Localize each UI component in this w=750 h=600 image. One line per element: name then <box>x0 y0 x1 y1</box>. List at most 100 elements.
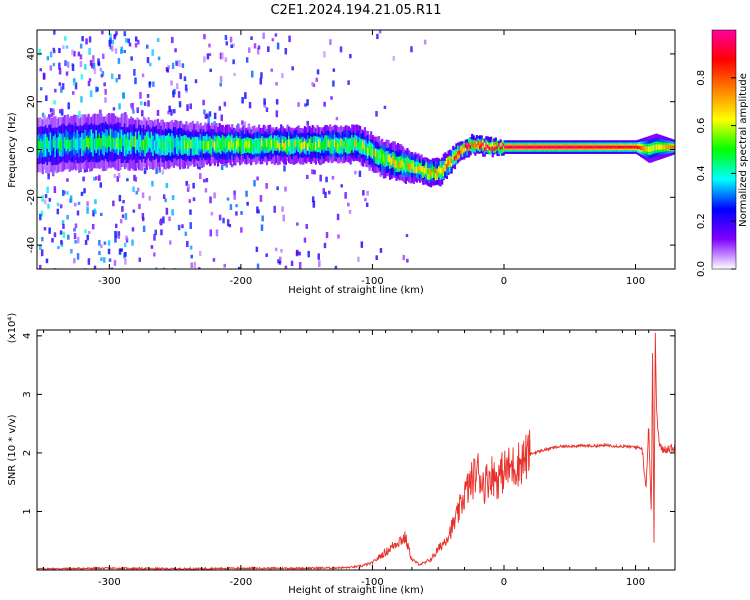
spectrogram-noise-cell <box>98 250 101 256</box>
snr-x-tick-label: -300 <box>98 577 121 588</box>
spectrogram-noise-cell <box>48 197 52 202</box>
spectrogram-ridge-cell <box>299 139 302 148</box>
spectrogram-ridge-cell <box>357 142 360 150</box>
spectrogram-noise-cell <box>114 48 118 54</box>
spectrogram-ridge-cell <box>347 142 351 151</box>
spectrogram-ridge-cell <box>387 154 390 163</box>
spectrogram-ridge-cell <box>482 142 485 147</box>
spectrogram-noise-cell <box>52 62 56 67</box>
spectrogram-ridge-cell <box>150 138 153 150</box>
spectrogram-noise-cell <box>124 112 127 118</box>
spectrogram-noise-cell <box>158 220 162 225</box>
spectrogram-noise-cell <box>111 40 114 45</box>
spectrogram-noise-cell <box>62 189 65 197</box>
spectrogram-noise-cell <box>136 107 139 114</box>
spectrogram-ridge-cell <box>583 145 586 149</box>
spectrogram-noise-cell <box>208 111 212 117</box>
spectrogram-noise-cell <box>312 83 316 87</box>
spectrogram-noise-cell <box>165 182 169 189</box>
spectrogram-noise-cell <box>83 188 86 194</box>
spectrogram-ridge-cell <box>286 141 289 150</box>
spectrogram-ridge-cell <box>62 140 65 152</box>
spectrogram-ridge-cell <box>316 142 319 150</box>
spectrogram-noise-cell <box>171 195 175 201</box>
spectrogram-noise-cell <box>270 68 273 72</box>
spectrogram-ridge-cell <box>478 145 482 150</box>
spectrogram-ridge-cell <box>182 139 185 149</box>
spectrogram-noise-cell <box>306 120 309 126</box>
spectrogram-ridge-cell <box>242 142 245 150</box>
spectrogram-ridge-cell <box>407 163 411 171</box>
spectrogram-ridge-cell <box>270 139 273 148</box>
spectrogram-ridge-cell <box>272 138 275 147</box>
spectrogram-noise-cell <box>383 105 387 109</box>
spectrogram-x-tick-label: -300 <box>98 276 121 287</box>
spectrogram-noise-cell <box>77 201 81 205</box>
spectrogram-noise-cell <box>148 81 152 85</box>
spectrogram-ridge-cell <box>644 146 647 152</box>
spectrogram-ridge-cell <box>628 145 632 149</box>
spectrogram-noise-cell <box>306 174 309 179</box>
spectrogram-noise-cell <box>184 231 188 236</box>
spectrogram-noise-cell <box>118 74 121 80</box>
spectrogram-noise-cell <box>184 84 188 91</box>
spectrogram-noise-cell <box>86 206 89 214</box>
spectrogram-ridge-cell <box>175 139 179 149</box>
spectrogram-noise-cell <box>89 90 93 98</box>
spectrogram-ridge-cell <box>112 137 115 149</box>
spectrogram-ridge-cell <box>44 139 48 151</box>
spectrogram-ridge-cell <box>617 145 621 149</box>
spectrogram-ridge-cell <box>55 137 59 150</box>
spectrogram-ridge-cell <box>168 141 171 152</box>
spectrogram-noise-cell <box>166 68 170 73</box>
spectrogram-ridge-cell <box>117 135 120 148</box>
spectrogram-ridge-cell <box>336 142 340 151</box>
spectrogram-ridge-cell <box>284 141 288 150</box>
spectrogram-noise-cell <box>181 63 185 68</box>
spectrogram-noise-cell <box>337 234 340 239</box>
spectrogram-ridge-cell <box>333 139 336 148</box>
spectrogram-noise-cell <box>45 258 49 264</box>
spectrogram-ridge-cell <box>155 140 158 151</box>
spectrogram-ridge-cell <box>635 145 638 149</box>
spectrogram-ridge-cell <box>610 145 613 149</box>
spectrogram-noise-cell <box>39 244 42 250</box>
spectrogram-noise-cell <box>92 62 96 70</box>
spectrogram-ridge-cell <box>409 163 412 171</box>
spectrogram-ridge-cell <box>460 150 463 155</box>
snr-x-tick-label: -200 <box>230 577 253 588</box>
spectrogram-ridge-cell <box>458 150 461 155</box>
spectrogram-noise-cell <box>58 47 61 54</box>
spectrogram-ridge-cell <box>48 140 51 153</box>
spectrogram-noise-cell <box>205 178 209 183</box>
spectrogram-ridge-cell <box>144 139 147 151</box>
spectrogram-ridge-cell <box>280 142 283 151</box>
spectrogram-noise-cell <box>323 51 326 58</box>
spectrogram-noise-cell <box>137 187 140 192</box>
spectrogram-noise-cell <box>112 107 116 111</box>
spectrogram-noise-cell <box>83 168 87 173</box>
spectrogram-ridge-cell <box>671 145 674 149</box>
spectrogram-ridge-cell <box>163 141 166 152</box>
spectrogram-ridge-cell <box>452 154 455 160</box>
spectrogram-ridge-cell <box>403 162 406 170</box>
spectrogram-ridge-cell <box>534 145 537 149</box>
spectrogram-noise-cell <box>261 215 264 222</box>
spectrogram-noise-cell <box>194 79 198 84</box>
spectrogram-ridge-cell <box>136 139 139 150</box>
spectrogram-noise-cell <box>247 123 251 127</box>
spectrogram-noise-cell <box>145 44 149 49</box>
spectrogram-ridge-cell <box>119 138 122 150</box>
spectrogram-ridge-cell <box>229 142 232 151</box>
spectrogram-noise-cell <box>153 234 156 241</box>
spectrogram-ridge-cell <box>90 138 93 150</box>
spectrogram-noise-cell <box>323 242 327 249</box>
spectrogram-ridge-cell <box>297 142 300 151</box>
spectrogram-ridge-cell <box>411 161 414 169</box>
spectrogram-x-tick-label: 0 <box>501 276 507 287</box>
spectrogram-ridge-cell <box>449 155 452 166</box>
spectrogram-ridge-cell <box>289 139 292 155</box>
spectrogram-noise-cell <box>61 220 65 226</box>
spectrogram-noise-cell <box>134 36 138 42</box>
